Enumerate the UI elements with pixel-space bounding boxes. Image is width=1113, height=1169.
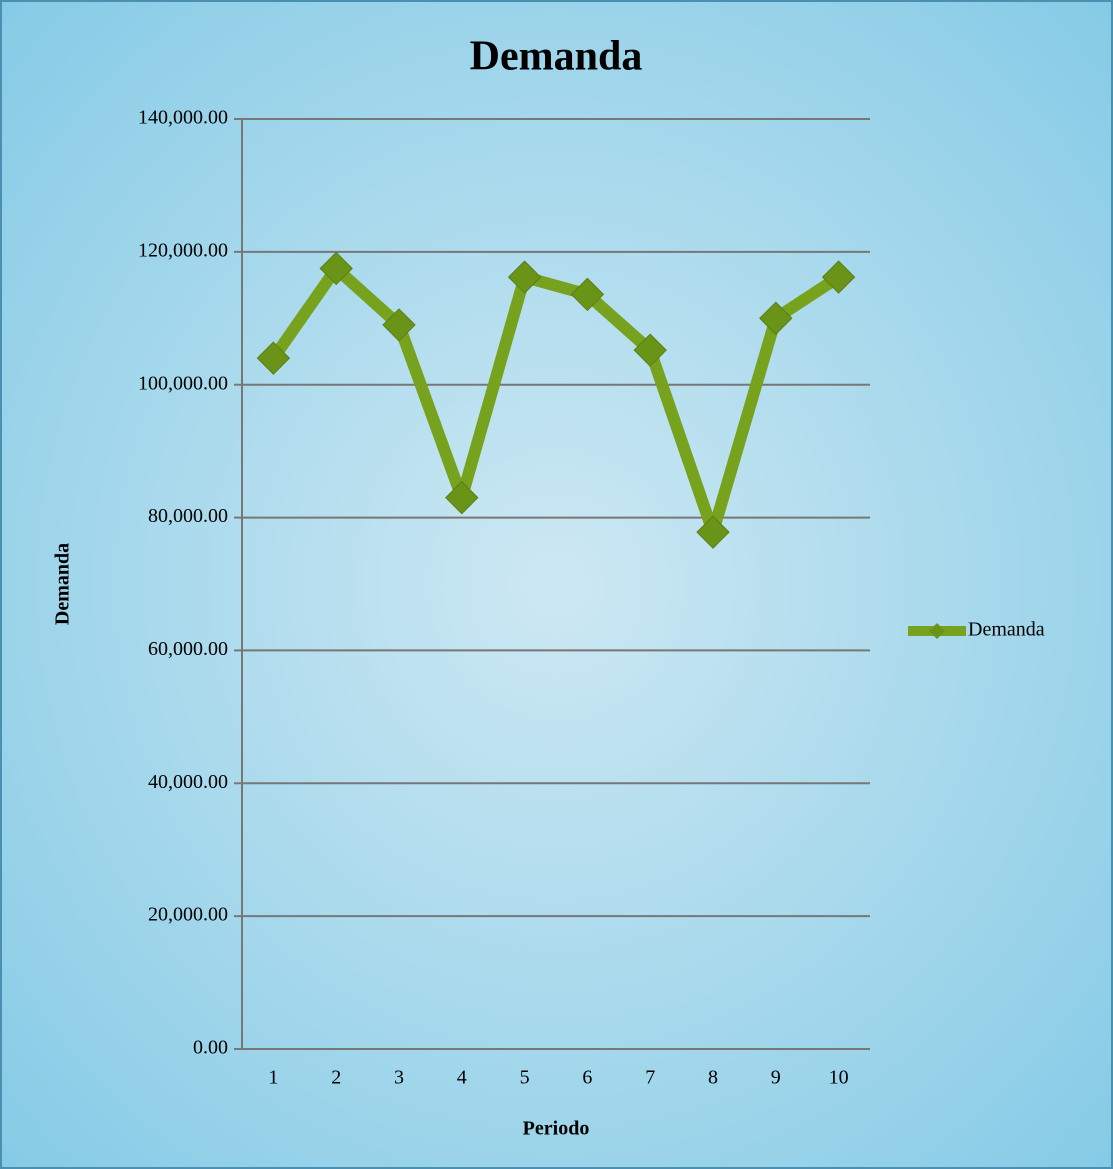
point-marker xyxy=(507,260,542,294)
y-tick-label: 20,000.00 xyxy=(148,904,228,926)
x-tick-label: 7 xyxy=(645,1067,655,1089)
y-axis-label: Demanda xyxy=(52,543,74,625)
x-tick-label: 4 xyxy=(457,1067,467,1089)
y-tick-label: 80,000.00 xyxy=(148,505,228,527)
x-tick-label: 6 xyxy=(582,1067,592,1089)
legend-marker xyxy=(929,623,945,639)
y-tick-label: 120,000.00 xyxy=(138,239,228,261)
y-tick-label: 100,000.00 xyxy=(138,372,228,394)
x-tick-label: 10 xyxy=(829,1067,849,1089)
y-tick-label: 60,000.00 xyxy=(148,638,228,660)
point-marker xyxy=(319,251,353,286)
x-tick-label: 9 xyxy=(771,1067,781,1089)
point-marker xyxy=(445,480,479,515)
y-tick-label: 40,000.00 xyxy=(148,771,228,793)
point-marker xyxy=(382,308,416,342)
x-tick-label: 8 xyxy=(708,1067,718,1089)
point-marker xyxy=(696,515,730,549)
x-tick-label: 5 xyxy=(520,1067,530,1089)
point-marker xyxy=(633,333,667,367)
point-marker xyxy=(759,301,793,335)
point-marker xyxy=(821,260,856,294)
x-tick-label: 3 xyxy=(394,1067,404,1089)
y-tick-label: 0.00 xyxy=(193,1037,228,1059)
series-line xyxy=(268,262,842,539)
point-marker xyxy=(570,277,605,312)
x-axis-label: Periodo xyxy=(523,1118,590,1140)
chart-title: Demanda xyxy=(470,34,643,80)
x-tick-label: 1 xyxy=(268,1067,278,1089)
y-tick-label: 140,000.00 xyxy=(138,107,228,129)
x-tick-label: 2 xyxy=(331,1067,341,1089)
legend-label: Demanda xyxy=(968,619,1045,641)
point-marker xyxy=(256,341,291,375)
